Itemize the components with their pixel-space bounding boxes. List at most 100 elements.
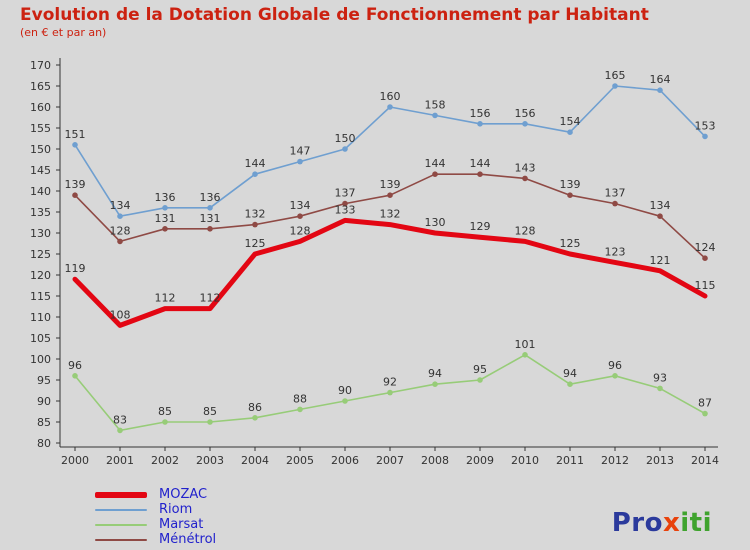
svg-text:2003: 2003 <box>196 454 224 467</box>
svg-text:143: 143 <box>515 161 536 174</box>
svg-text:88: 88 <box>293 392 307 405</box>
chart-title: Evolution de la Dotation Globale de Fonc… <box>20 5 649 25</box>
svg-text:112: 112 <box>200 292 221 305</box>
legend-item-mozac: MOZAC <box>95 487 216 502</box>
svg-text:139: 139 <box>560 178 581 191</box>
svg-text:132: 132 <box>380 208 401 221</box>
svg-text:125: 125 <box>30 248 51 261</box>
proxiti-logo: Proxiti <box>612 508 712 538</box>
svg-text:165: 165 <box>605 69 626 82</box>
svg-text:150: 150 <box>335 132 356 145</box>
svg-text:2007: 2007 <box>376 454 404 467</box>
chart-header: Evolution de la Dotation Globale de Fonc… <box>20 5 649 39</box>
svg-text:90: 90 <box>37 395 51 408</box>
logo-text-iti: iti <box>680 508 712 538</box>
series-mozac: 119 108 112 112 125 128 133 132 130 129 128 125 123 1… <box>65 203 716 328</box>
svg-text:124: 124 <box>695 241 716 254</box>
svg-text:2004: 2004 <box>241 454 269 467</box>
svg-text:164: 164 <box>650 73 671 86</box>
svg-text:139: 139 <box>65 178 86 191</box>
svg-text:2005: 2005 <box>286 454 314 467</box>
legend-label: Ménétrol <box>159 532 217 547</box>
legend-item-ménétrol: Ménétrol <box>95 532 216 547</box>
svg-text:85: 85 <box>37 416 51 429</box>
svg-text:133: 133 <box>335 203 356 216</box>
svg-text:160: 160 <box>30 101 51 114</box>
series-ménétrol: 139 128 131 131 132 134 137 139 144 144 143 139 137 1… <box>65 157 716 261</box>
svg-text:96: 96 <box>608 359 622 372</box>
svg-text:86: 86 <box>248 401 262 414</box>
svg-text:2006: 2006 <box>331 454 359 467</box>
axes <box>56 58 718 451</box>
svg-text:2010: 2010 <box>511 454 539 467</box>
svg-text:85: 85 <box>158 405 172 418</box>
svg-text:94: 94 <box>563 367 577 380</box>
svg-text:83: 83 <box>113 413 127 426</box>
svg-text:94: 94 <box>428 367 442 380</box>
svg-text:170: 170 <box>30 59 51 72</box>
svg-text:90: 90 <box>338 384 352 397</box>
svg-text:153: 153 <box>695 119 716 132</box>
svg-text:144: 144 <box>470 157 491 170</box>
svg-text:92: 92 <box>383 376 397 389</box>
legend-swatch <box>95 523 147 526</box>
chart-subtitle: (en € et par an) <box>20 26 107 39</box>
svg-text:128: 128 <box>110 224 131 237</box>
legend-swatch <box>95 508 147 511</box>
svg-text:95: 95 <box>37 374 51 387</box>
logo-text-x: x <box>662 508 681 538</box>
legend-swatch <box>95 538 147 541</box>
svg-text:100: 100 <box>30 353 51 366</box>
svg-text:96: 96 <box>68 359 82 372</box>
svg-text:101: 101 <box>515 338 536 351</box>
legend-label: Riom <box>159 502 193 517</box>
series-marsat: 96 83 85 85 86 88 90 92 94 95 101 94 96 93 87 <box>68 338 712 434</box>
svg-text:80: 80 <box>37 437 51 450</box>
legend-item-marsat: Marsat <box>95 517 216 532</box>
svg-text:2001: 2001 <box>106 454 134 467</box>
svg-text:154: 154 <box>560 115 581 128</box>
legend-label: Marsat <box>159 517 204 532</box>
svg-text:155: 155 <box>30 122 51 135</box>
svg-text:135: 135 <box>30 206 51 219</box>
svg-text:123: 123 <box>605 245 626 258</box>
svg-text:125: 125 <box>245 237 266 250</box>
svg-text:136: 136 <box>200 191 221 204</box>
svg-text:2008: 2008 <box>421 454 449 467</box>
svg-text:156: 156 <box>470 107 491 120</box>
svg-text:2002: 2002 <box>151 454 179 467</box>
svg-text:139: 139 <box>380 178 401 191</box>
svg-text:130: 130 <box>425 216 446 229</box>
svg-text:131: 131 <box>155 212 176 225</box>
logo-text-pro: Pro <box>611 508 663 538</box>
svg-text:158: 158 <box>425 98 446 111</box>
svg-text:156: 156 <box>515 107 536 120</box>
svg-text:160: 160 <box>380 90 401 103</box>
svg-text:147: 147 <box>290 145 311 158</box>
svg-text:144: 144 <box>425 157 446 170</box>
svg-text:2014: 2014 <box>691 454 719 467</box>
svg-text:2009: 2009 <box>466 454 494 467</box>
svg-text:150: 150 <box>30 143 51 156</box>
svg-text:129: 129 <box>470 220 491 233</box>
svg-text:140: 140 <box>30 185 51 198</box>
svg-text:2011: 2011 <box>556 454 584 467</box>
svg-text:137: 137 <box>335 187 356 200</box>
svg-text:136: 136 <box>155 191 176 204</box>
svg-text:132: 132 <box>245 208 266 221</box>
svg-text:128: 128 <box>515 224 536 237</box>
svg-text:151: 151 <box>65 128 86 141</box>
svg-text:110: 110 <box>30 311 51 324</box>
series-riom: 151 134 136 136 144 147 150 160 158 156 156 154 165 1… <box>65 69 716 219</box>
svg-text:119: 119 <box>65 262 86 275</box>
svg-text:134: 134 <box>650 199 671 212</box>
svg-text:134: 134 <box>110 199 131 212</box>
legend-item-riom: Riom <box>95 502 216 517</box>
svg-text:165: 165 <box>30 80 51 93</box>
svg-text:115: 115 <box>30 290 51 303</box>
svg-text:120: 120 <box>30 269 51 282</box>
svg-text:2013: 2013 <box>646 454 674 467</box>
svg-text:130: 130 <box>30 227 51 240</box>
svg-text:134: 134 <box>290 199 311 212</box>
svg-text:115: 115 <box>695 279 716 292</box>
